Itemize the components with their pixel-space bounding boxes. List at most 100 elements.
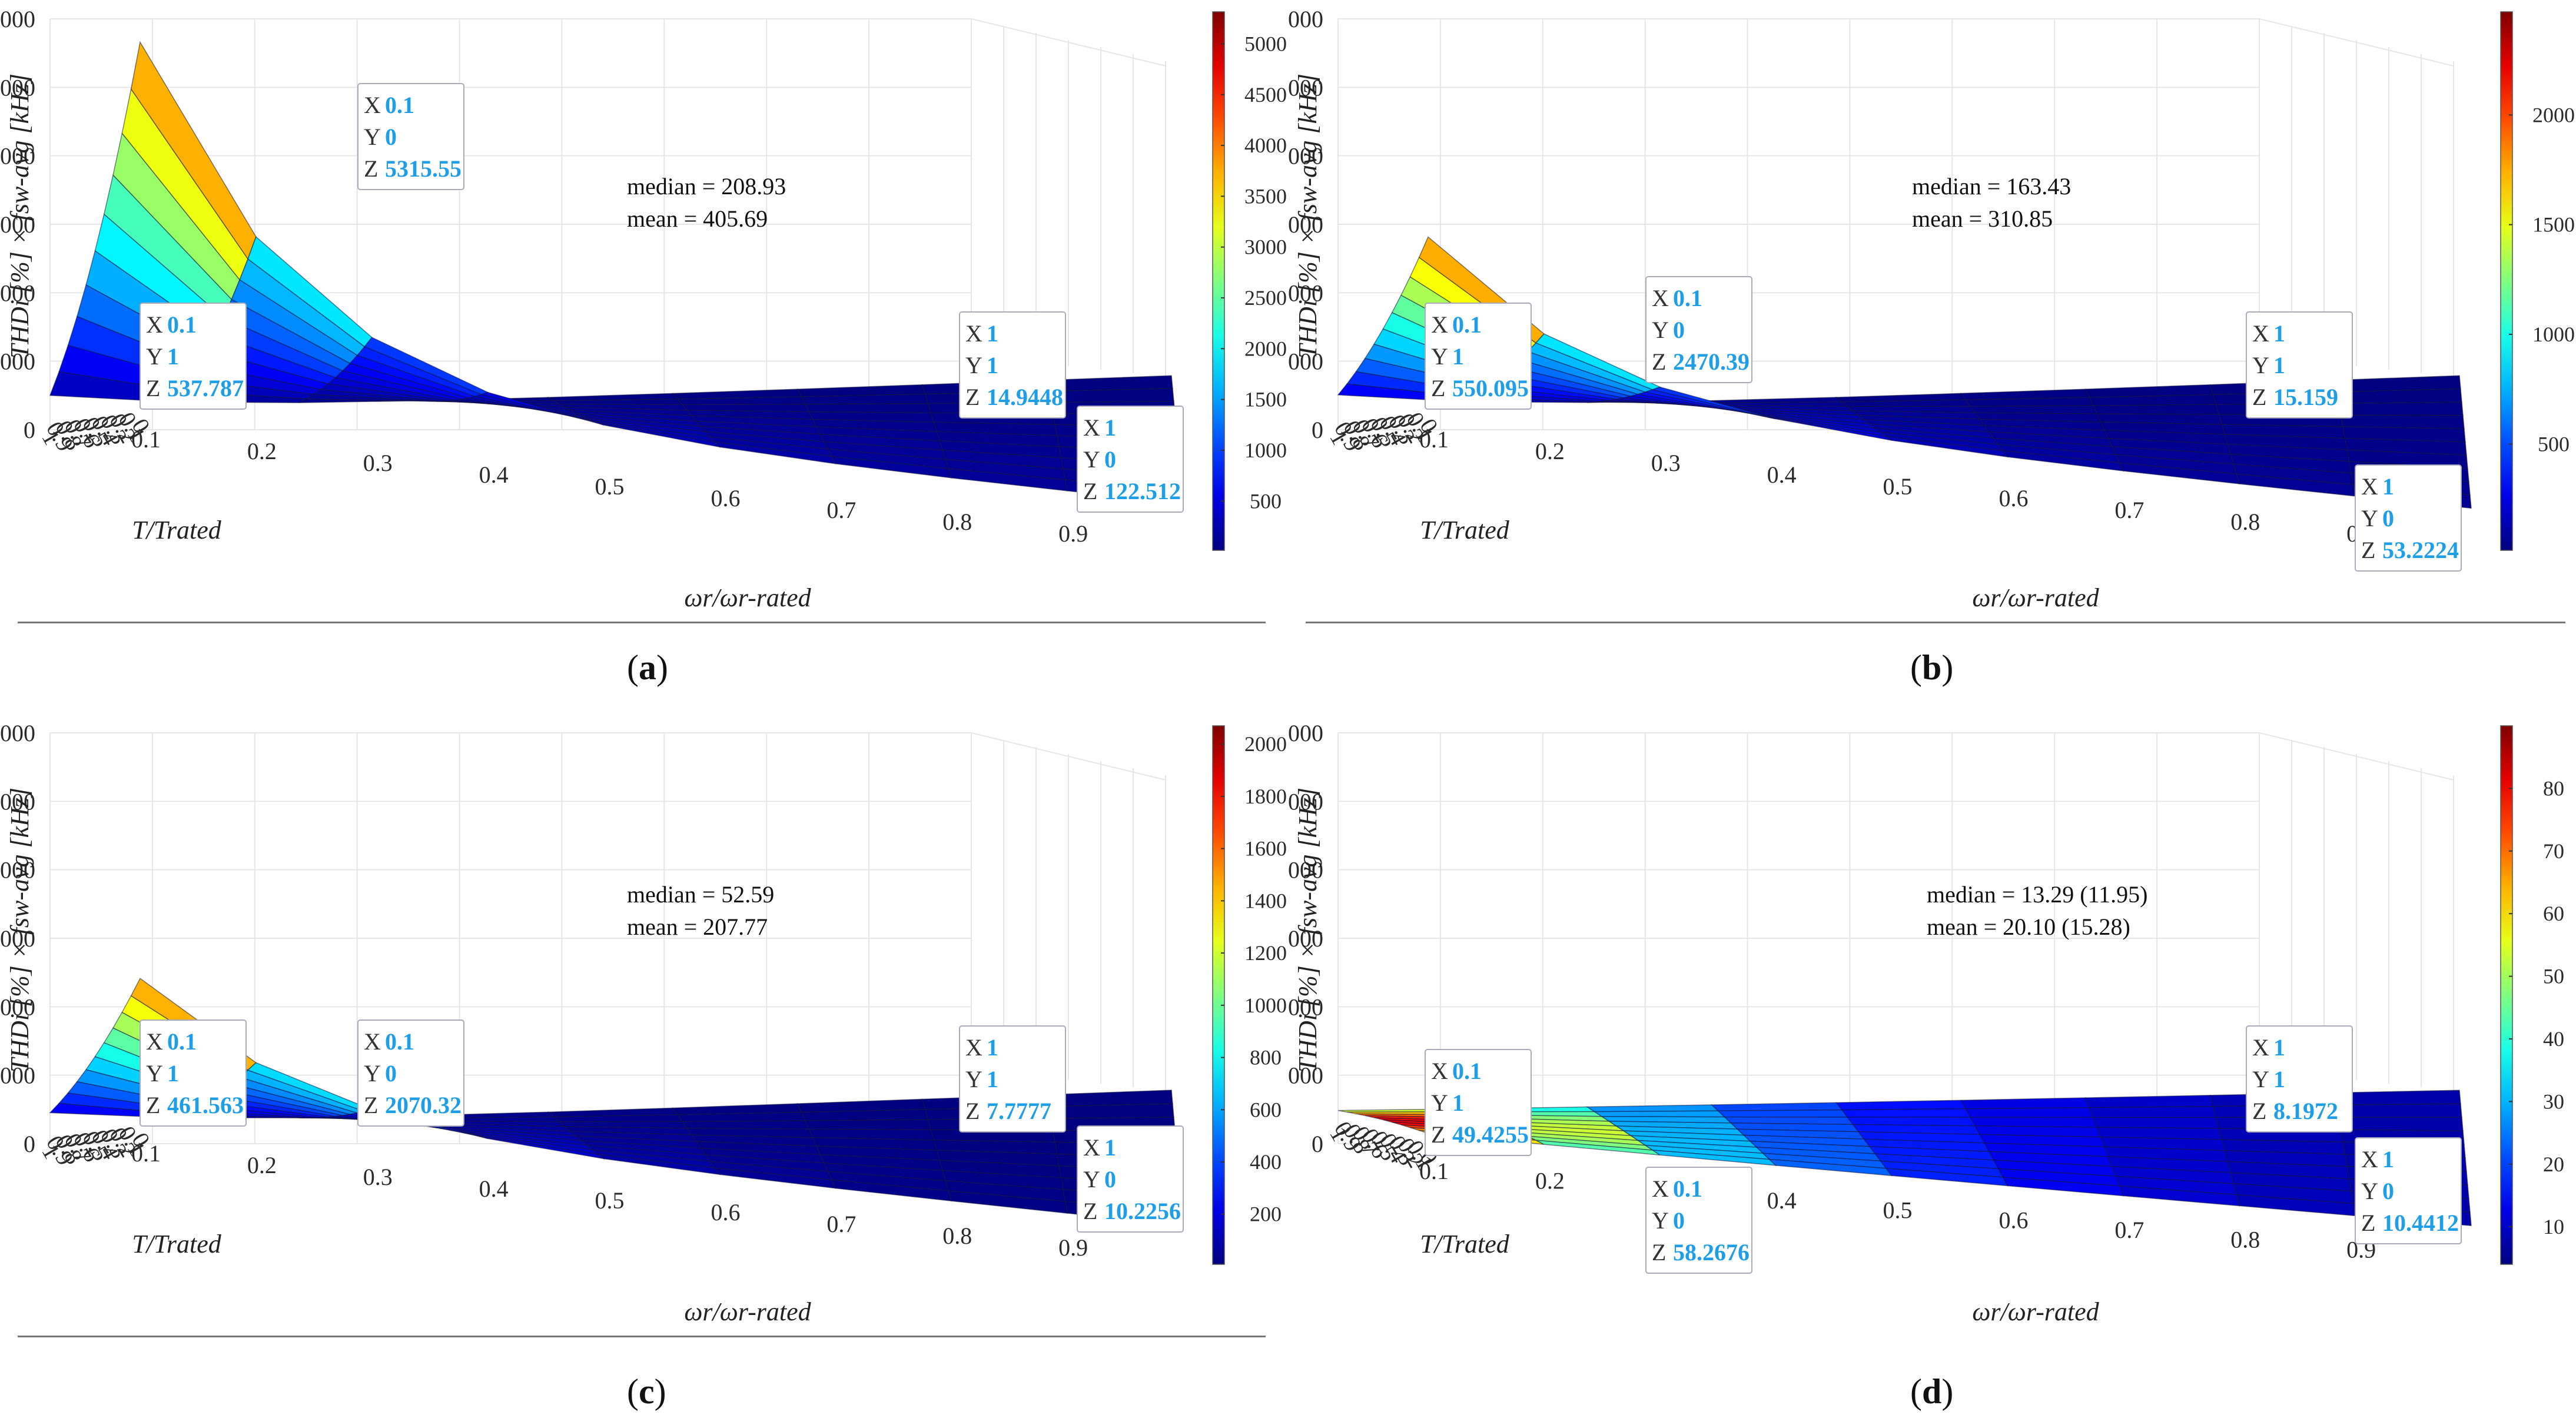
surface-cell — [2092, 404, 2220, 415]
datatip-value: 0 — [1104, 446, 1116, 473]
y-axis-label: T/Trated — [132, 1230, 222, 1258]
datatip-key: Z — [364, 155, 378, 182]
datatip-key: Z — [1431, 1121, 1445, 1148]
datatip-value: 0.1 — [385, 92, 414, 118]
colorbar — [2500, 11, 2513, 551]
datatip-key: Z — [364, 1092, 378, 1118]
datatip-value: 0.1 — [167, 311, 197, 338]
datatip-key: X — [364, 1028, 381, 1055]
datatip-key: X — [1652, 285, 1669, 311]
panel-c-baseline — [18, 1336, 1266, 1337]
datatip-value: 0 — [385, 124, 397, 150]
datatip-value: 1 — [2273, 1066, 2285, 1092]
x-tick-label: 0.3 — [363, 1164, 393, 1190]
colorbar-tick-label: 70 — [2543, 839, 2564, 863]
x-tick-label: 0.1 — [1419, 426, 1449, 453]
x-axis-label: ωr/ωr-rated — [684, 583, 811, 612]
colorbar-tick-label: 600 — [1250, 1098, 1282, 1121]
chart-svg-a: 01000200030004000500060000.10.20.30.40.5… — [0, 6, 1287, 612]
stat-mean: mean = 310.85 — [1912, 205, 2053, 232]
datatip: X 1Y 1Z 14.9448 — [959, 311, 1066, 419]
datatip-box — [2355, 464, 2462, 572]
datatip-key: X — [146, 311, 163, 338]
datatip-key: X — [965, 320, 982, 347]
z-tick-label: 2000 — [0, 280, 35, 306]
datatip-value: 1 — [987, 1034, 998, 1061]
z-tick-label: 3000 — [1288, 211, 1323, 238]
datatip-key: Y — [1652, 1207, 1669, 1234]
z-tick-label: 2000 — [1288, 280, 1323, 306]
datatip-value: 10.4412 — [2382, 1210, 2459, 1236]
z-tick-label: 2000 — [0, 994, 35, 1020]
datatip-box — [2355, 1137, 2462, 1244]
colorbar — [2500, 725, 2513, 1265]
box-edge — [2259, 18, 2454, 67]
colorbar-tick-label: 800 — [1250, 1046, 1282, 1070]
datatip-value: 0 — [1104, 1166, 1116, 1193]
colorbar-tick-label: 400 — [1250, 1150, 1282, 1174]
datatip-box — [140, 303, 247, 410]
caption-d: (d) — [1910, 1372, 1954, 1411]
x-tick-label: 0.6 — [711, 485, 740, 512]
datatip-box — [2246, 311, 2353, 419]
surface-cell — [2092, 1117, 2220, 1129]
datatip-key: Y — [2252, 1066, 2269, 1092]
colorbar-tick-label: 50 — [2543, 965, 2564, 988]
colorbar-tick-label: 4000 — [1244, 134, 1287, 157]
z-tick-label: 5000 — [1288, 788, 1323, 815]
z-tick-label: 3000 — [0, 211, 35, 238]
datatip-key: Z — [1431, 375, 1445, 401]
surface-cell — [2084, 1095, 2214, 1108]
z-tick-label: 0 — [1312, 417, 1323, 443]
box-edge — [971, 732, 1166, 781]
datatip-value: 0.1 — [1673, 285, 1702, 311]
colorbar-tick-label: 500 — [2538, 432, 2570, 456]
colorbar-tick-label: 1600 — [1244, 837, 1287, 861]
x-tick-label: 0.2 — [1535, 1168, 1565, 1194]
datatip-key: Z — [146, 1092, 160, 1118]
caption-b: (b) — [1910, 648, 1954, 687]
colorbar-tick-label: 1500 — [1244, 388, 1287, 411]
caption-a-letter: a — [638, 648, 656, 687]
chart-panel-c: 01000200030004000500060000.10.20.30.40.5… — [0, 714, 1288, 1428]
colorbar-tick-label: 1000 — [1244, 994, 1287, 1017]
caption-c: (c) — [627, 1372, 666, 1411]
datatip-box — [1425, 1049, 1532, 1156]
datatip-key: Y — [146, 1060, 163, 1087]
colorbar-tick-label: 1000 — [1244, 439, 1287, 462]
chart-panel-b: 01000200030004000500060000.10.20.30.40.5… — [1288, 0, 2576, 714]
datatip-value: 0 — [1673, 1207, 1685, 1234]
x-axis-label: ωr/ωr-rated — [684, 1297, 811, 1326]
x-tick-label: 0.4 — [479, 1175, 509, 1202]
datatip-value: 2470.39 — [1673, 348, 1750, 375]
z-tick-label: 4000 — [1288, 143, 1323, 170]
x-tick-label: 0.8 — [942, 509, 972, 535]
datatip-key: Z — [1652, 1239, 1666, 1266]
datatip-key: X — [364, 92, 381, 118]
z-axis-label: THDi [%] × fsw-avg [kHz] — [5, 788, 34, 1072]
colorbar-tick-label: 10 — [2543, 1215, 2564, 1238]
datatip-box — [1645, 1167, 1752, 1274]
datatip-box — [2246, 1025, 2353, 1133]
datatip-value: 53.2224 — [2382, 537, 2459, 563]
datatip: X 1Y 0Z 10.2256 — [1077, 1125, 1184, 1233]
colorbar-tick-label: 1000 — [2532, 323, 2575, 346]
colorbar-tick-label: 500 — [1250, 489, 1282, 513]
datatip-value: 14.9448 — [987, 384, 1063, 410]
datatip: X 1Y 0Z 10.4412 — [2355, 1137, 2462, 1244]
colorbar — [1212, 725, 1225, 1265]
x-tick-label: 0.7 — [826, 497, 856, 523]
z-tick-label: 5000 — [1288, 74, 1323, 101]
datatip-key: X — [2252, 1034, 2269, 1061]
colorbar-tick-label: 5000 — [1244, 32, 1287, 55]
datatip-key: Y — [1083, 1166, 1100, 1193]
datatip-key: Z — [146, 375, 160, 401]
y-axis-label: T/Trated — [132, 516, 222, 544]
datatip-value: 1 — [2273, 320, 2285, 347]
caption-a: (a) — [627, 648, 668, 687]
datatip-box — [959, 1025, 1066, 1133]
datatip: X 0.1Y 0Z 2470.39 — [1645, 276, 1752, 383]
datatip-key: X — [2361, 473, 2378, 500]
datatip-value: 0 — [2382, 1178, 2394, 1204]
